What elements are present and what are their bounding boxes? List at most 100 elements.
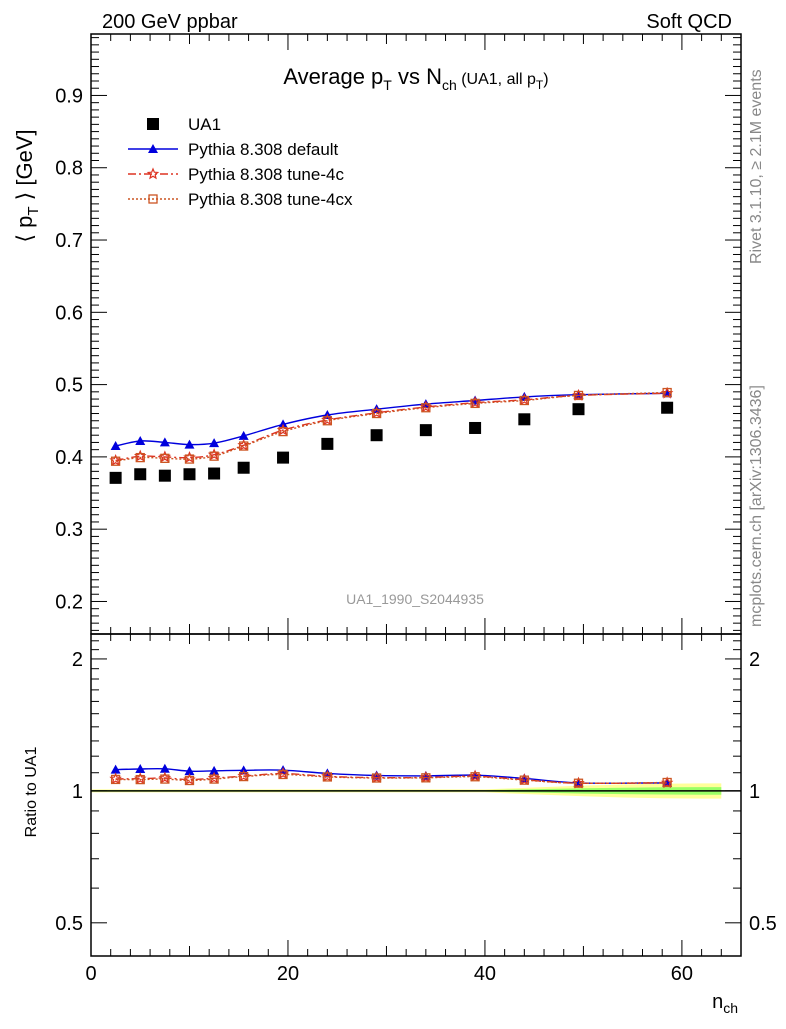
main-data-point: [277, 451, 290, 464]
ratio-data-point: [278, 769, 288, 780]
main-data-point: [519, 395, 529, 406]
main-data-point: [209, 438, 220, 448]
legend-label: Pythia 8.308 tune-4cx: [188, 190, 353, 209]
main-data-point: [661, 401, 674, 414]
ratio-uncertainty-band: [91, 783, 741, 799]
main-y-tick-label: 0.8: [55, 158, 83, 180]
ratio-data-point: [184, 775, 195, 786]
analysis-watermark: UA1_1990_S2044935: [346, 591, 484, 607]
main-y-tick-label: 0.7: [55, 230, 83, 252]
legend-label: Pythia 8.308 default: [188, 140, 339, 159]
main-data-point: [134, 468, 147, 481]
main-data-point: [209, 451, 219, 461]
main-data-point: [135, 435, 146, 445]
main-y-axis-label: ⟨ pT ⟩ [GeV]: [12, 129, 42, 242]
main-data-point: [419, 424, 432, 437]
ratio-y-tick-label-right: 0.5: [749, 913, 777, 935]
main-data-point: [110, 441, 121, 451]
x-tick-label: 40: [474, 963, 496, 985]
main-data-point: [183, 451, 196, 463]
legend-marker: [148, 194, 158, 204]
ratio-y-tick-label: 1: [72, 781, 83, 803]
main-data-point: [572, 403, 585, 416]
ratio-y-tick-label: 0.5: [55, 913, 83, 935]
header-right: Soft QCD: [646, 11, 732, 33]
ratio-data-point: [519, 775, 529, 785]
ratio-data-point: [662, 777, 672, 788]
x-tick-label: 60: [671, 963, 693, 985]
main-data-point: [110, 456, 121, 466]
ratio-data-point: [322, 772, 333, 782]
ratio-series-line-0: [115, 767, 668, 784]
ratio-data-point: [209, 765, 220, 775]
main-data-point: [159, 437, 170, 447]
ratio-data-point: [573, 778, 584, 788]
main-data-point: [371, 408, 382, 419]
ratio-data-point: [160, 774, 170, 784]
legend-marker: [148, 144, 158, 153]
ratio-plot-frame: [90, 633, 742, 957]
main-series-line-1: [115, 392, 668, 447]
main-data-point: [470, 398, 480, 409]
main-data-point: [421, 403, 431, 413]
main-data-point: [278, 426, 288, 437]
legend-label: Pythia 8.308 tune-4c: [188, 165, 344, 184]
ratio-data-point: [135, 763, 146, 773]
main-data-point: [184, 454, 195, 464]
main-y-tick-label: 0.3: [55, 519, 83, 541]
main-data-point: [184, 439, 195, 449]
x-axis-label: nch: [712, 991, 738, 1016]
main-data-point: [158, 469, 171, 482]
main-data-point: [134, 449, 147, 462]
main-y-tick-label: 0.9: [55, 85, 83, 107]
legend-marker: [147, 118, 159, 130]
rivet-version-label: Rivet 3.1.10, ≥ 2.1M events: [748, 69, 765, 264]
tick-marks: [90, 34, 741, 956]
ratio-y-axis-label: Ratio to UA1: [23, 747, 40, 838]
legend-marker: [146, 167, 160, 180]
main-y-tick-label: 0.6: [55, 302, 83, 324]
ratio-y-tick-label-right: 1: [749, 781, 760, 803]
x-tick-label: 0: [85, 963, 96, 985]
main-data-point: [370, 429, 383, 442]
ratio-data-point: [110, 764, 121, 774]
main-y-tick-label: 0.5: [55, 375, 83, 397]
main-data-point: [573, 390, 584, 401]
main-data-point: [662, 387, 672, 398]
ratio-data-point: [239, 771, 249, 782]
legend-label: UA1: [188, 115, 221, 134]
header-left: 200 GeV ppbar: [102, 11, 238, 33]
ratio-data-point: [421, 773, 431, 783]
ratio-data-point: [110, 774, 121, 785]
series-layer: [109, 386, 674, 789]
ratio-data-point: [209, 774, 219, 784]
ratio-data-point: [371, 773, 382, 783]
main-data-point: [321, 437, 334, 450]
main-y-tick-label: 0.4: [55, 447, 83, 469]
ratio-data-point: [184, 766, 195, 776]
main-data-point: [160, 453, 170, 463]
ratio-y-tick-label: 2: [72, 649, 83, 671]
main-data-point: [238, 430, 249, 440]
ratio-data-point: [135, 774, 145, 785]
ratio-y-tick-label-right: 2: [749, 649, 760, 671]
main-data-point: [322, 416, 333, 426]
main-data-point: [239, 441, 249, 451]
main-data-point: [469, 421, 482, 434]
main-y-tick-label: 0.2: [55, 591, 83, 613]
ratio-data-point: [159, 763, 170, 773]
main-data-point: [135, 452, 145, 463]
mcplots-credit-label: mcplots.cern.ch [arXiv:1306.3436]: [748, 385, 765, 627]
main-data-point: [183, 468, 196, 481]
ratio-data-point: [470, 772, 480, 782]
main-data-point: [208, 467, 221, 480]
chart-title: Average pT vs Nch (UA1, all pT): [283, 64, 548, 93]
main-series-line-3: [115, 391, 668, 462]
main-data-point: [237, 461, 250, 474]
main-data-point: [109, 471, 122, 484]
labels-layer: 0.20.30.40.50.60.70.80.90.5 0.51 12 20 20 40 6…: [12, 64, 777, 1016]
x-tick-label: 20: [277, 963, 299, 985]
ratio-series-line-2: [115, 773, 668, 784]
